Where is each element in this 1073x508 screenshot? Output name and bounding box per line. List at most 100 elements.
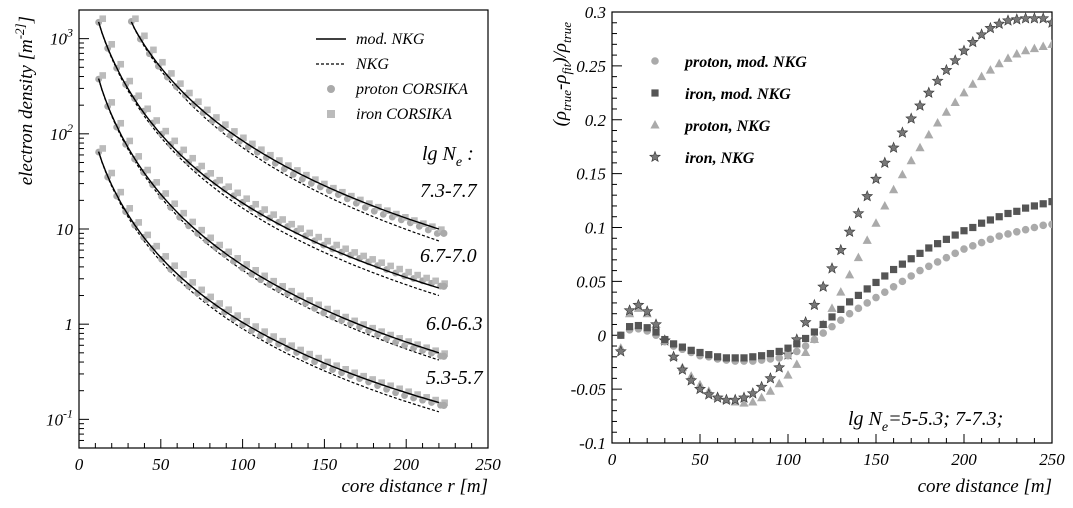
point-star: [993, 17, 1006, 29]
point-circle: [1004, 230, 1012, 238]
point-square: [969, 223, 977, 232]
iron-marker: [252, 323, 259, 330]
iron-marker: [324, 237, 331, 245]
iron-marker: [144, 231, 152, 239]
point-square: [995, 213, 1003, 221]
point-triangle: [1021, 45, 1031, 55]
annotation: lg Ne=5-5.3; 7-7.3;: [848, 408, 1003, 435]
iron-marker: [333, 309, 340, 317]
point-square: [793, 340, 801, 348]
point-square: [854, 291, 862, 299]
point-star: [614, 345, 627, 357]
iron-marker: [135, 92, 143, 100]
iron-marker: [261, 272, 268, 280]
point-star: [966, 35, 979, 48]
point-star: [702, 388, 715, 400]
point-star: [843, 225, 856, 237]
y-tick-label: 0.15: [576, 165, 606, 184]
series-label-2: 6.0-6.3: [426, 313, 483, 335]
point-star: [694, 382, 706, 395]
x-tick-label: 200: [951, 450, 977, 469]
iron-marker: [321, 180, 328, 188]
x-tick-label: 50: [692, 450, 710, 469]
point-star: [878, 156, 891, 168]
x-tick-label: 0: [608, 450, 617, 469]
y-tick-label: 0.2: [585, 111, 607, 130]
iron-marker: [369, 324, 376, 332]
iron-marker: [333, 241, 340, 249]
iron-marker: [162, 127, 170, 135]
iron-marker: [234, 312, 241, 319]
point-triangle: [994, 58, 1004, 68]
iron-marker: [387, 382, 394, 390]
iron-marker: [177, 80, 184, 87]
iron-marker: [249, 140, 256, 148]
point-star: [738, 391, 750, 403]
iron-marker: [99, 15, 107, 23]
iron-marker: [153, 242, 161, 250]
iron-marker: [153, 117, 161, 124]
y-tick-label: 0.3: [585, 3, 606, 22]
point-circle: [837, 316, 845, 324]
point-circle: [986, 235, 995, 244]
point-circle: [942, 253, 951, 262]
point-circle: [1039, 221, 1047, 230]
iron-marker: [171, 262, 179, 270]
point-square: [1048, 198, 1052, 206]
point-square: [846, 298, 854, 306]
point-circle: [793, 347, 801, 356]
point-circle: [951, 249, 959, 258]
point-square: [934, 240, 942, 248]
iron-marker: [351, 249, 358, 256]
proton-end-marker: [440, 352, 448, 360]
x-tick-label: 0: [75, 455, 84, 474]
series-label-3: 5.3-5.7: [426, 367, 484, 389]
point-circle: [854, 304, 863, 313]
iron-marker: [117, 60, 125, 68]
point-circle: [1030, 223, 1039, 232]
iron-marker: [150, 46, 157, 54]
point-circle: [881, 288, 889, 296]
point-star: [641, 305, 654, 317]
iron-marker: [423, 394, 430, 401]
iron-marker: [144, 105, 152, 113]
iron-marker: [369, 376, 376, 383]
point-square: [731, 354, 739, 362]
point-triangle: [836, 287, 846, 296]
point-star: [632, 298, 645, 311]
y-axis-label: (ρtrue-ρfit)/ρtrue: [550, 22, 574, 127]
modnkg-curve-2: [97, 78, 440, 354]
point-square: [925, 244, 933, 252]
point-triangle: [871, 218, 881, 227]
point-star: [711, 391, 724, 403]
iron-marker: [270, 211, 277, 218]
iron-marker: [99, 145, 107, 152]
point-star: [896, 126, 909, 138]
iron-marker: [126, 205, 134, 212]
point-star: [1002, 14, 1014, 26]
point-circle: [907, 272, 915, 280]
point-star: [958, 44, 970, 56]
point-star: [870, 172, 882, 185]
iron-marker: [405, 268, 412, 276]
proton-end-marker: [440, 229, 448, 237]
annotation-tail: =5-5.3; 7-7.3;: [888, 408, 1003, 430]
iron-marker: [198, 162, 205, 170]
point-circle: [916, 266, 924, 275]
point-circle: [1013, 228, 1021, 236]
iron-marker: [378, 379, 385, 386]
plot-body: [95, 15, 448, 413]
point-square: [828, 313, 836, 321]
series-label-0: 7.3-7.7: [420, 180, 478, 202]
point-star: [931, 74, 944, 87]
point-circle: [1021, 225, 1030, 234]
iron-marker: [126, 137, 134, 145]
point-star: [984, 21, 997, 34]
iron-marker: [369, 256, 376, 263]
point-triangle: [941, 107, 951, 116]
iron-marker: [186, 89, 193, 97]
point-triangle: [977, 71, 987, 81]
point-circle: [810, 335, 819, 344]
point-circle: [872, 293, 880, 302]
